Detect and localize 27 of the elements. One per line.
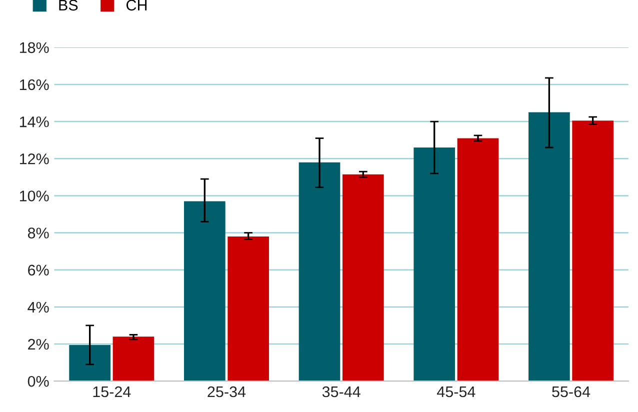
bar: [69, 344, 110, 382]
bar: [414, 147, 456, 382]
bar: [342, 174, 384, 382]
x-tick-label: 35-44: [322, 386, 360, 398]
y-tick-label: 10%: [20, 190, 49, 202]
bar: [184, 201, 226, 382]
y-tick-label: 4%: [28, 302, 49, 313]
x-tick-label: 55-64: [552, 386, 590, 398]
y-tick-label: 16%: [20, 79, 49, 90]
y-tick-label: 6%: [28, 264, 49, 276]
bar: [228, 236, 269, 382]
bar: [572, 120, 614, 382]
y-tick-label: 0%: [28, 376, 49, 387]
y-tick-label: 14%: [20, 116, 49, 128]
y-tick-label: 12%: [20, 153, 49, 164]
bar: [457, 138, 499, 382]
x-tick-label: 15-24: [93, 386, 131, 398]
bar: [112, 336, 154, 382]
x-tick-label: 45-54: [436, 386, 476, 398]
bar: [528, 112, 570, 382]
x-tick-label: 25-34: [208, 386, 246, 398]
legend-label: BS: [59, 0, 78, 11]
y-tick-label: 2%: [28, 338, 49, 350]
legend-label: CH: [126, 0, 147, 11]
y-tick-label: 8%: [28, 228, 49, 238]
bar: [298, 162, 340, 382]
y-tick-label: 18%: [20, 42, 49, 54]
